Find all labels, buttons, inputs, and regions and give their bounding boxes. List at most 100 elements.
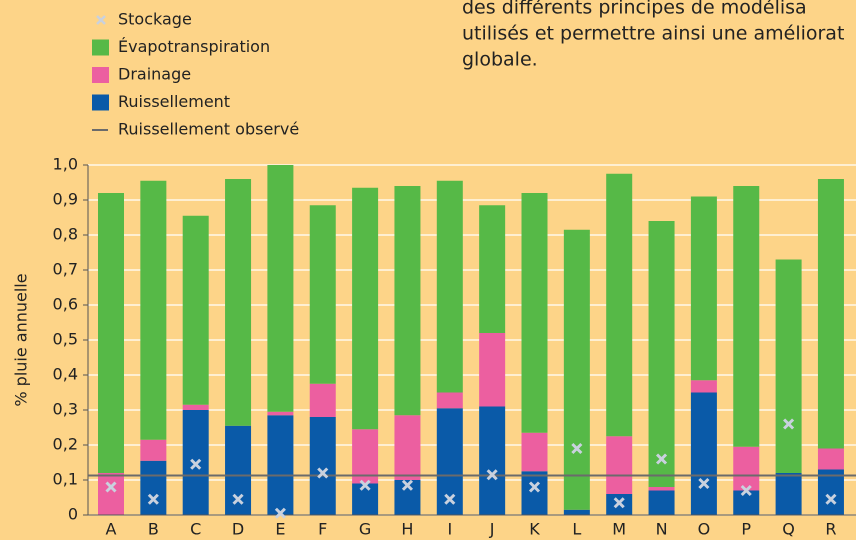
- legend-marker: [92, 39, 109, 56]
- x-tick-label: Q: [782, 520, 795, 539]
- legend-marker: [92, 67, 109, 83]
- bar-segment: [648, 221, 675, 487]
- y-tick-label: 0,8: [53, 225, 78, 244]
- bar-segment: [817, 469, 844, 515]
- bar-segment: [521, 432, 548, 472]
- bar-segment: [648, 490, 675, 515]
- bar-segment: [182, 215, 209, 405]
- x-tick-label: G: [359, 520, 371, 539]
- scatter-marker: [232, 493, 244, 505]
- x-tick-label: L: [572, 520, 581, 539]
- scatter-marker: [317, 467, 329, 479]
- x-tick-label: R: [825, 520, 836, 539]
- bar-segment: [140, 439, 167, 461]
- legend-label: Évapotranspiration: [118, 37, 270, 56]
- bar-segment: [606, 436, 633, 494]
- x-tick-label: K: [529, 520, 540, 539]
- scatter-marker: [444, 493, 456, 505]
- y-tick-label: 0,1: [53, 470, 78, 489]
- scatter-marker: [613, 497, 625, 509]
- x-tick-label: M: [612, 520, 626, 539]
- y-tick-label: 1,0: [53, 155, 78, 174]
- scatter-marker: [698, 477, 710, 490]
- bar-segment: [182, 404, 209, 410]
- x-tick-label: I: [447, 520, 452, 539]
- x-tick-label: F: [318, 520, 327, 539]
- scatter-marker: [571, 442, 583, 455]
- scatter-marker: [655, 453, 668, 465]
- bar-segment: [817, 179, 844, 449]
- y-tick-label: 0: [68, 505, 78, 524]
- legend-label: Drainage: [118, 65, 191, 84]
- x-tick-label: J: [489, 520, 495, 539]
- bar-segment: [690, 196, 717, 381]
- bar-segment: [436, 180, 463, 393]
- legend-label: Ruissellement: [118, 92, 230, 111]
- bar-segment: [733, 490, 760, 515]
- bar-segment: [479, 333, 506, 407]
- scatter-marker: [825, 493, 837, 505]
- bar-segment: [648, 487, 675, 491]
- bar-segment: [563, 509, 590, 515]
- x-tick-label: P: [741, 520, 751, 539]
- bar-segment: [690, 380, 717, 393]
- legend-marker: [92, 94, 109, 111]
- legend-marker: [96, 15, 106, 25]
- bar-segment: [394, 415, 421, 480]
- bar-segment: [479, 205, 506, 333]
- y-tick-label: 0,7: [53, 260, 78, 279]
- scatter-marker: [147, 493, 159, 505]
- scatter-marker: [401, 479, 414, 491]
- body-text: globale.: [462, 49, 538, 71]
- x-tick-label: A: [106, 520, 117, 539]
- bar-segment: [479, 406, 506, 515]
- x-tick-label: E: [275, 520, 285, 539]
- bar-segment: [775, 259, 802, 473]
- body-text: des différents principes de modélisa: [462, 0, 807, 19]
- bar-segment: [140, 460, 167, 515]
- scatter-marker: [486, 469, 498, 481]
- bar-segment: [98, 193, 124, 473]
- scatter-marker: [359, 479, 371, 491]
- bar-segment: [817, 448, 844, 470]
- bar-segment: [309, 383, 336, 417]
- y-tick-label: 0,2: [53, 435, 78, 454]
- x-tick-label: D: [232, 520, 244, 539]
- x-tick-label: O: [698, 520, 711, 539]
- bar-segment: [267, 411, 294, 416]
- bar-segment: [563, 229, 590, 510]
- bar-segment: [521, 471, 548, 515]
- bar-segment: [309, 417, 336, 515]
- bar-segment: [309, 205, 336, 384]
- x-tick-label: B: [148, 520, 159, 539]
- bar-segment: [225, 425, 252, 515]
- y-tick-label: 0,9: [53, 190, 78, 209]
- bar-segment: [352, 483, 379, 515]
- y-tick-label: 0,4: [53, 365, 78, 384]
- bar-segment: [775, 473, 802, 515]
- y-tick-label: 0,6: [53, 295, 78, 314]
- scatter-marker: [528, 481, 541, 493]
- bar-segment: [690, 392, 717, 515]
- y-tick-label: 0,3: [53, 400, 78, 419]
- x-tick-label: N: [656, 520, 668, 539]
- bar-segment: [521, 193, 548, 433]
- scatter-marker: [783, 418, 795, 430]
- bar-segment: [733, 446, 760, 491]
- bar-segment: [225, 179, 252, 426]
- legend-label: Ruissellement observé: [118, 120, 299, 139]
- bar-segment: [352, 187, 379, 430]
- bar-segment: [436, 392, 463, 409]
- bar-segment: [140, 180, 167, 440]
- y-axis-label: % pluie annuelle: [12, 273, 31, 406]
- legend-label: Stockage: [118, 10, 192, 29]
- y-tick-label: 0,5: [53, 330, 78, 349]
- bar-segment: [267, 415, 294, 515]
- x-tick-label: C: [190, 520, 201, 539]
- body-text: utilisés et permettre ainsi une améliora…: [462, 23, 844, 45]
- bar-segment: [98, 473, 124, 515]
- bar-segment: [267, 165, 294, 412]
- scatter-marker: [740, 484, 752, 497]
- bar-segment: [394, 186, 421, 416]
